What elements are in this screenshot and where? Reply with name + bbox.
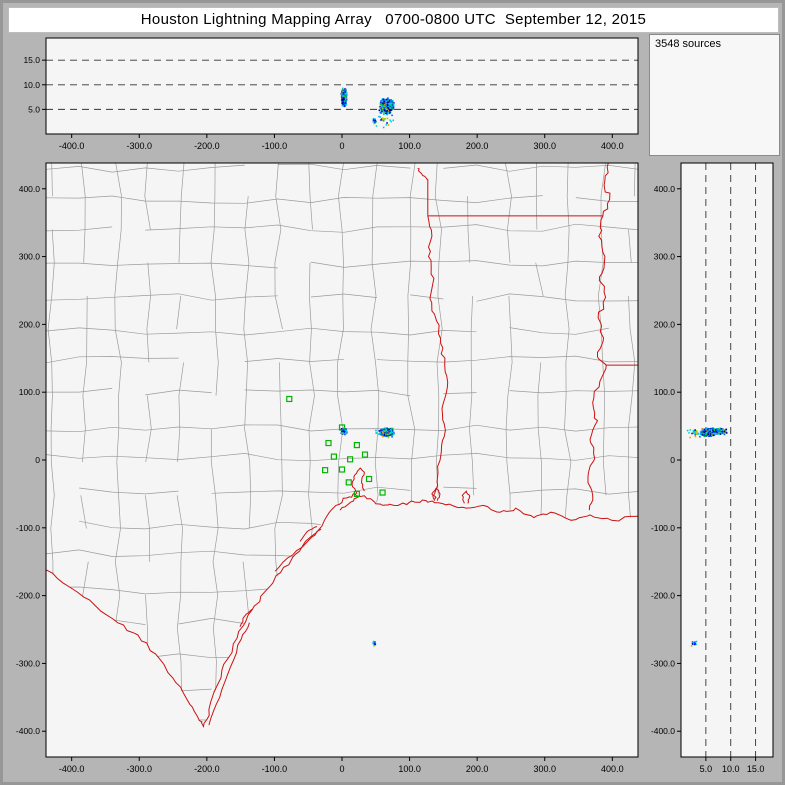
altitude-gridlines bbox=[705, 163, 757, 757]
svg-text:15.0: 15.0 bbox=[23, 55, 40, 65]
svg-text:-400.0: -400.0 bbox=[16, 726, 40, 736]
svg-text:-300.0: -300.0 bbox=[126, 141, 152, 151]
svg-text:-100.0: -100.0 bbox=[16, 523, 40, 533]
svg-text:200.0: 200.0 bbox=[19, 319, 41, 329]
svg-text:5.0: 5.0 bbox=[700, 764, 713, 774]
plan-view-map: -400.0 -300.0 -200.0 -100.0 0 100.0 200.0 300.0… bbox=[16, 162, 639, 774]
svg-text:100.0: 100.0 bbox=[398, 764, 421, 774]
svg-text:-200.0: -200.0 bbox=[16, 591, 40, 601]
svg-text:0: 0 bbox=[339, 141, 344, 151]
svg-text:400.0: 400.0 bbox=[654, 184, 676, 194]
svg-text:400.0: 400.0 bbox=[19, 184, 41, 194]
svg-text:100.0: 100.0 bbox=[654, 387, 676, 397]
lightning-points-altitude-ew bbox=[340, 87, 395, 129]
svg-text:300.0: 300.0 bbox=[19, 252, 41, 262]
y-axis-labels: 5.0 10.0 15.0 bbox=[23, 55, 46, 114]
sources-count: 3548 sources bbox=[655, 38, 722, 50]
svg-text:0: 0 bbox=[339, 764, 344, 774]
altitude-ns-panel: 5.0 10.0 15.0 400.0 300.0 200.0 100.0 0 -100.0 -2… bbox=[649, 160, 780, 782]
x-axis-labels: 5.0 10.0 15.0 bbox=[700, 757, 765, 774]
altitude-ew-plot: -400.0 -300.0 -200.0 -100.0 0 100.0 200.0 300.0… bbox=[23, 37, 639, 151]
svg-text:100.0: 100.0 bbox=[398, 141, 421, 151]
y-axis-labels: 400.0 300.0 200.0 100.0 0 -100.0 -200.0 -300.0 -… bbox=[651, 184, 681, 736]
svg-text:15.0: 15.0 bbox=[747, 764, 765, 774]
svg-text:400.0: 400.0 bbox=[601, 764, 624, 774]
svg-text:0: 0 bbox=[670, 455, 675, 465]
altitude-gridlines bbox=[46, 59, 638, 110]
svg-text:400.0: 400.0 bbox=[601, 141, 624, 151]
svg-text:-400.0: -400.0 bbox=[59, 764, 85, 774]
svg-text:-200.0: -200.0 bbox=[194, 764, 220, 774]
lightning-points-plan bbox=[340, 427, 395, 647]
svg-text:5.0: 5.0 bbox=[28, 104, 40, 114]
svg-text:-300.0: -300.0 bbox=[16, 658, 40, 668]
svg-text:200.0: 200.0 bbox=[466, 141, 489, 151]
svg-text:-100.0: -100.0 bbox=[651, 523, 675, 533]
x-axis-labels: -400.0 -300.0 -200.0 -100.0 0 100.0 200.0 300.0… bbox=[59, 134, 624, 151]
state-borders bbox=[45, 162, 639, 729]
lightning-points-altitude-ns bbox=[686, 427, 728, 647]
svg-text:-100.0: -100.0 bbox=[262, 141, 288, 151]
altitude-ew-panel: -400.0 -300.0 -200.0 -100.0 0 100.0 200.0 300.0… bbox=[8, 34, 645, 156]
svg-text:200.0: 200.0 bbox=[654, 319, 676, 329]
svg-text:10.0: 10.0 bbox=[722, 764, 740, 774]
svg-text:-400.0: -400.0 bbox=[651, 726, 675, 736]
svg-text:300.0: 300.0 bbox=[533, 764, 556, 774]
svg-text:-400.0: -400.0 bbox=[59, 141, 85, 151]
station-markers bbox=[286, 395, 386, 498]
svg-text:300.0: 300.0 bbox=[533, 141, 556, 151]
sources-panel: 3548 sources bbox=[649, 34, 780, 156]
plan-view-panel: -400.0 -300.0 -200.0 -100.0 0 100.0 200.0 300.0… bbox=[8, 160, 645, 782]
y-axis-labels: 400.0 300.0 200.0 100.0 0 -100.0 -200.0 -300.0 -… bbox=[16, 184, 46, 736]
plot-title: Houston Lightning Mapping Array 0700-080… bbox=[8, 7, 779, 33]
altitude-ns-plot: 5.0 10.0 15.0 400.0 300.0 200.0 100.0 0 -100.0 -2… bbox=[651, 162, 774, 774]
svg-text:10.0: 10.0 bbox=[23, 80, 40, 90]
svg-text:-200.0: -200.0 bbox=[194, 141, 220, 151]
svg-text:300.0: 300.0 bbox=[654, 252, 676, 262]
x-axis-labels: -400.0 -300.0 -200.0 -100.0 0 100.0 200.0 300.0… bbox=[59, 757, 624, 774]
svg-text:-300.0: -300.0 bbox=[651, 658, 675, 668]
svg-text:-300.0: -300.0 bbox=[126, 764, 152, 774]
svg-text:0: 0 bbox=[35, 455, 40, 465]
svg-text:-200.0: -200.0 bbox=[651, 591, 675, 601]
svg-text:100.0: 100.0 bbox=[19, 387, 41, 397]
svg-text:200.0: 200.0 bbox=[466, 764, 489, 774]
svg-text:-100.0: -100.0 bbox=[262, 764, 288, 774]
